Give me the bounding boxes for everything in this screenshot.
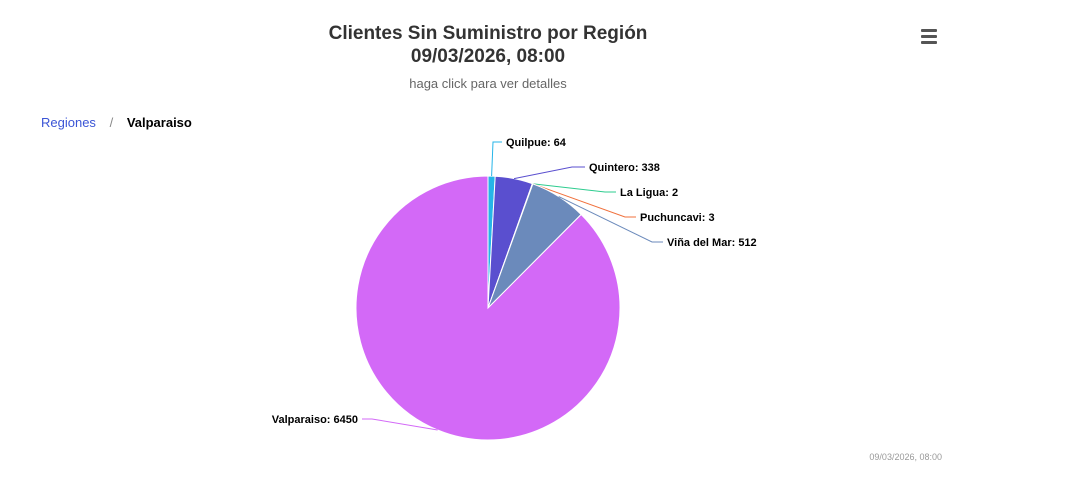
connector-line (491, 141, 502, 177)
chart-title-line2: 09/03/2026, 08:00 (410, 46, 566, 67)
breadcrumb: Regiones / Valparaiso (41, 115, 192, 130)
data-label: Quintero: 338 (589, 162, 660, 174)
chart-title-line1: Clientes Sin Suministro por Región (328, 23, 648, 44)
connector-line (558, 196, 663, 243)
connector-line (532, 183, 616, 193)
breadcrumb-current: Valparaiso (126, 115, 192, 130)
pie-slice-valparaiso[interactable] (355, 175, 621, 441)
data-label: La Ligua: 2 (620, 187, 678, 199)
data-label: Quilpue: 64 (506, 137, 567, 149)
connector-line (362, 418, 438, 431)
chart-subtitle: haga click para ver detalles (409, 76, 567, 91)
data-label: Valparaiso: 6450 (272, 414, 358, 426)
connector-line (513, 166, 585, 180)
chart-title: Clientes Sin Suministro por Región 09/03… (0, 22, 976, 68)
data-label: Puchuncavi: 3 (640, 212, 715, 224)
data-label: Viña del Mar: 512 (667, 237, 757, 249)
breadcrumb-separator: / (109, 115, 114, 130)
breadcrumb-link-regiones[interactable]: Regiones (41, 115, 96, 130)
hamburger-menu-icon[interactable] (916, 26, 942, 46)
connector-line (532, 183, 636, 218)
chart-credit: 09/03/2026, 08:00 (869, 452, 942, 462)
